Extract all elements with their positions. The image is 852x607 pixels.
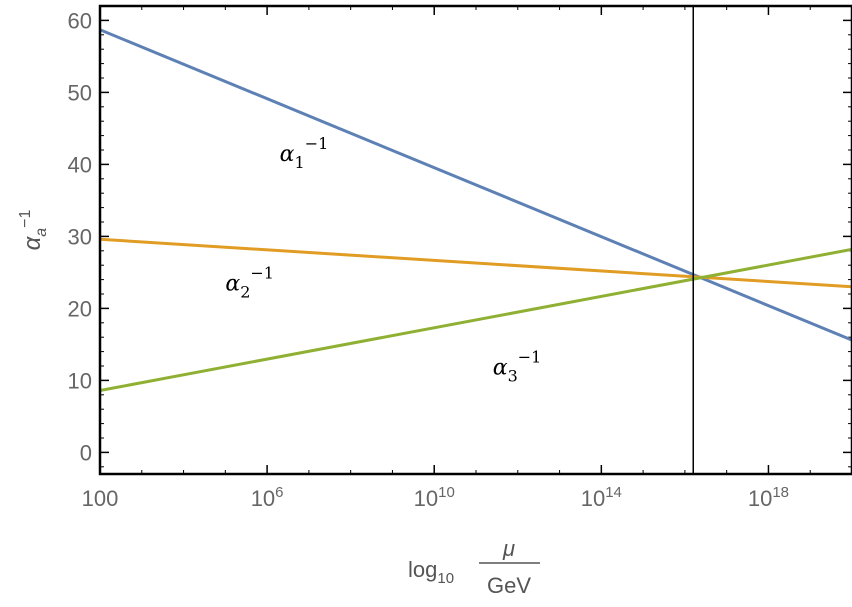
- y-tick-label: 60: [68, 8, 92, 33]
- series-line-3: [99, 247, 852, 392]
- y-tick-label: 0: [80, 440, 92, 465]
- series-line-2: [99, 237, 852, 289]
- x-axis-label-denominator: GeV: [487, 573, 531, 598]
- y-axis-label-base: α: [19, 235, 46, 250]
- y-tick-label: 30: [68, 224, 92, 249]
- x-tick-label: 100: [82, 486, 119, 511]
- series-label-1: α1−1: [280, 134, 329, 172]
- svg-text:log10: log10: [408, 557, 454, 587]
- y-axis-label-subscript: a: [33, 228, 50, 237]
- y-tick-label: 50: [68, 80, 92, 105]
- x-tick-label: 1014: [581, 484, 622, 511]
- y-axis-label-superscript: −1: [17, 209, 34, 227]
- series-layer: [99, 28, 852, 392]
- x-tick-label: 106: [251, 484, 284, 511]
- x-tick-label: 1010: [414, 484, 455, 511]
- x-axis-label-subscript: 10: [437, 570, 454, 587]
- y-axis-label: αa−1: [17, 209, 50, 250]
- series-line-1: [99, 28, 852, 342]
- series-label-2: α2−1: [225, 263, 274, 301]
- plot-frame: [98, 4, 852, 476]
- svg-text:αa−1: αa−1: [17, 209, 50, 250]
- x-axis-label-prefix: log: [408, 557, 437, 582]
- series-labels: α1−1 α2−1 α3−1: [225, 134, 541, 386]
- y-tick-labels: 0 10 20 30 40 50 60: [68, 8, 92, 465]
- y-tick-label: 40: [68, 152, 92, 177]
- y-tick-label: 10: [68, 368, 92, 393]
- x-tick-label: 1018: [748, 484, 789, 511]
- x-axis-label: log10 μ GeV: [408, 536, 540, 598]
- y-tick-label: 20: [68, 296, 92, 321]
- x-axis-label-numerator: μ: [502, 536, 515, 561]
- x-tick-labels: 100 106 1010 1014 1018: [82, 484, 789, 511]
- series-label-3: α3−1: [493, 348, 542, 386]
- tick-marks: [99, 5, 852, 474]
